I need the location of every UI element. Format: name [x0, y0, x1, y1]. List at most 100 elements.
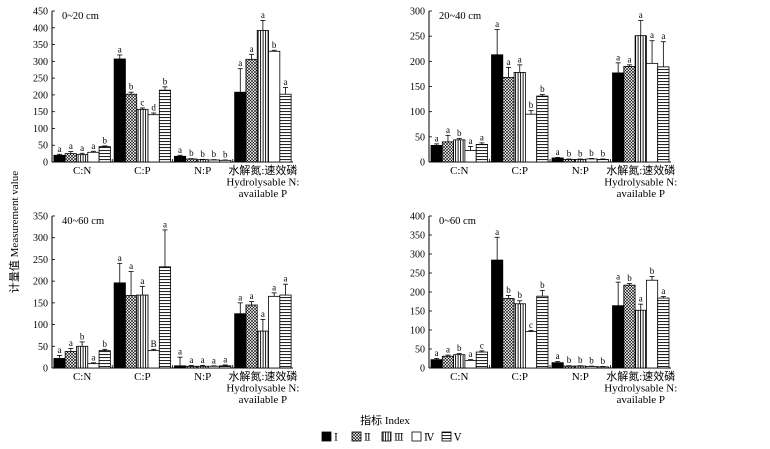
- bar: [256, 30, 269, 163]
- significance-letter: a: [69, 338, 73, 348]
- category-label: C:N: [450, 165, 468, 177]
- significance-letter: b: [457, 343, 462, 353]
- significance-letter: b: [567, 355, 572, 365]
- significance-letter: b: [189, 148, 194, 158]
- legend-swatch: [321, 431, 332, 442]
- bar: [158, 89, 172, 163]
- bar: [185, 158, 198, 163]
- y-tick-label: 100: [33, 320, 48, 331]
- y-tick-label: 50: [415, 345, 425, 356]
- y-tick-label: 0: [43, 158, 48, 169]
- significance-letter: a: [91, 352, 95, 362]
- significance-letter: b: [578, 355, 583, 365]
- bar: [268, 50, 281, 163]
- category-label: N:P: [572, 165, 589, 177]
- bar: [279, 93, 292, 163]
- legend-swatch: [411, 431, 422, 442]
- bar: [634, 35, 647, 163]
- category-label: C:P: [134, 371, 151, 383]
- significance-letter: b: [163, 76, 168, 86]
- bar: [491, 54, 504, 163]
- significance-letter: b: [102, 339, 107, 349]
- y-tick-label: 100: [33, 124, 48, 135]
- panel-title: 0~60 cm: [439, 216, 476, 227]
- significance-letter: a: [469, 349, 473, 359]
- bar: [256, 330, 269, 369]
- significance-letter: a: [69, 141, 73, 151]
- bar: [574, 365, 587, 369]
- y-tick-label: 300: [410, 7, 425, 18]
- significance-letter: b: [102, 135, 107, 145]
- y-tick-label: 150: [33, 298, 48, 309]
- bar: [64, 351, 77, 369]
- category-label: N:P: [194, 165, 211, 177]
- bar: [113, 282, 126, 369]
- bar: [441, 141, 454, 163]
- significance-letter: a: [495, 227, 499, 237]
- significance-letter: b: [518, 290, 523, 300]
- bar: [513, 72, 526, 163]
- bar: [147, 350, 160, 369]
- significance-letter: a: [556, 147, 560, 157]
- bar: [657, 297, 670, 369]
- category-label: C:P: [511, 371, 528, 383]
- bar: [113, 58, 126, 163]
- significance-letter: b: [589, 356, 594, 366]
- y-tick-label: 300: [33, 57, 48, 68]
- bar: [551, 157, 564, 163]
- bar: [98, 146, 111, 163]
- bar: [147, 114, 160, 163]
- category-label: Hydrolysable N:: [226, 177, 299, 189]
- category-label: available P: [616, 188, 665, 200]
- category-label: Hydrolysable N:: [604, 383, 677, 395]
- significance-letter: a: [58, 144, 62, 154]
- category-label: N:P: [572, 371, 589, 383]
- bar: [234, 313, 247, 369]
- significance-letter: a: [129, 261, 133, 271]
- category-label: C:N: [450, 371, 468, 383]
- significance-letter: a: [283, 77, 287, 87]
- significance-letter: a: [661, 31, 665, 41]
- significance-letter: b: [540, 84, 545, 94]
- category-label: available P: [616, 394, 665, 406]
- significance-letter: b: [129, 82, 134, 92]
- significance-letter: a: [250, 291, 254, 301]
- significance-letter: a: [495, 19, 499, 29]
- bar: [76, 154, 89, 163]
- panel-title: 40~60 cm: [62, 216, 104, 227]
- significance-letter: a: [446, 125, 450, 135]
- bar: [279, 294, 292, 369]
- legend-swatch: [351, 431, 362, 442]
- significance-letter: a: [435, 348, 439, 358]
- bar: [513, 303, 526, 369]
- bar: [574, 159, 587, 163]
- y-tick-label: 200: [33, 90, 48, 101]
- y-tick-label: 350: [33, 212, 48, 223]
- bar: [646, 279, 659, 369]
- legend-label: Ⅲ: [394, 433, 404, 444]
- panel-1: 0 50 100 150 200 250 300 350 400 450 0~20 cm C:N C:P…: [33, 7, 299, 201]
- category-label: N:P: [194, 371, 211, 383]
- significance-letter: c: [529, 320, 533, 330]
- y-tick-label: 300: [33, 233, 48, 244]
- legend: Ⅰ Ⅱ Ⅲ Ⅳ Ⅴ: [321, 431, 462, 444]
- y-tick-label: 300: [410, 250, 425, 261]
- bar: [136, 294, 149, 369]
- significance-letter: a: [201, 355, 205, 365]
- significance-letter: a: [238, 58, 242, 68]
- bar: [525, 113, 538, 163]
- bar: [551, 362, 564, 369]
- bar: [245, 58, 258, 163]
- significance-letter: d: [151, 103, 156, 113]
- significance-letter: a: [661, 286, 665, 296]
- bar: [173, 155, 187, 163]
- category-label: C:P: [134, 165, 151, 177]
- significance-letter: a: [272, 282, 276, 292]
- bar: [207, 365, 220, 369]
- y-axis-label: 计量值 Measurement value: [8, 171, 21, 293]
- bar: [562, 365, 575, 369]
- bar: [219, 365, 232, 369]
- significance-letter: b: [601, 356, 606, 366]
- significance-letter: a: [91, 141, 95, 151]
- significance-letter: a: [178, 145, 182, 155]
